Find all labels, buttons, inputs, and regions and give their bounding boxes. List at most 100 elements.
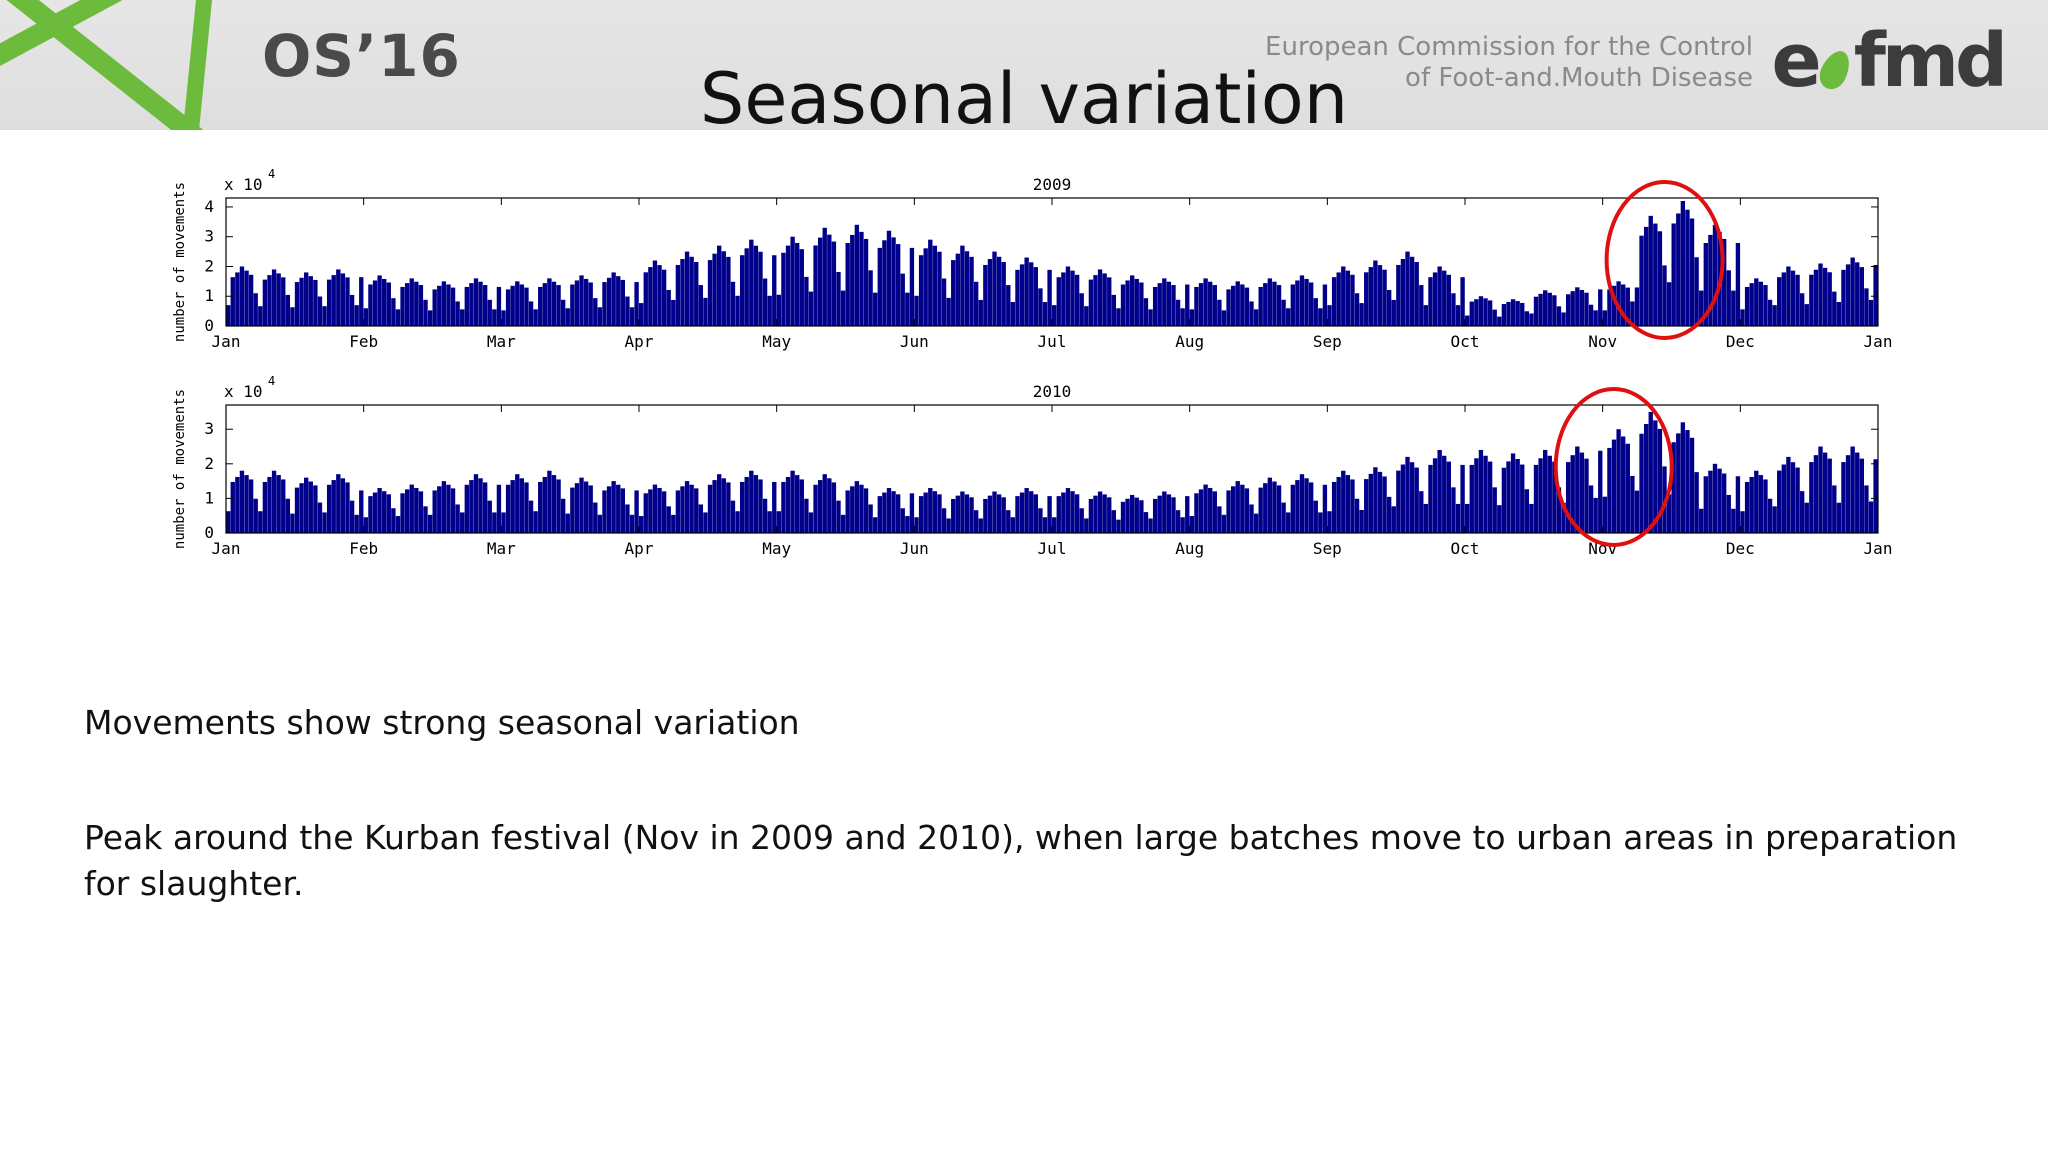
chart-bar — [418, 491, 424, 533]
chart-bar — [1240, 484, 1245, 533]
chart-bar — [1244, 287, 1250, 326]
chart-bar — [271, 269, 277, 326]
chart-bar — [735, 511, 740, 533]
x-tick-label: Mar — [487, 332, 516, 351]
chart-bar — [882, 492, 887, 533]
chart-bar — [446, 284, 451, 326]
x-tick-label: Jun — [900, 332, 929, 351]
chart-bar — [432, 289, 437, 326]
chart-bar — [400, 286, 405, 326]
chart-bar — [308, 276, 313, 326]
x-tick-label: Dec — [1726, 539, 1755, 558]
x-tick-label: Feb — [349, 332, 378, 351]
chart-bar — [391, 508, 396, 533]
chart-bar — [1763, 285, 1768, 326]
chart-bar — [1506, 301, 1511, 326]
chart-bar — [1267, 477, 1273, 533]
y-tick-label: 0 — [204, 523, 214, 542]
chart-bar — [969, 497, 974, 533]
chart-bar — [1414, 467, 1419, 533]
chart-bar — [850, 486, 855, 533]
chart-bar — [1189, 309, 1195, 326]
chart-bar — [941, 508, 947, 533]
chart-bar — [1107, 277, 1112, 326]
chart-bar — [446, 484, 451, 533]
chart-bar — [914, 517, 919, 533]
chart-bar — [1061, 272, 1066, 326]
chart-bar — [1373, 260, 1378, 326]
chart-bar — [905, 292, 910, 326]
chart-bar — [1630, 475, 1635, 533]
chart-bar — [359, 277, 364, 326]
chart-bar — [822, 474, 827, 533]
chart-bar — [1432, 458, 1438, 533]
chart-bar — [313, 279, 318, 326]
chart-bar — [753, 475, 759, 533]
chart-bar — [1304, 278, 1309, 326]
chart-bar — [698, 504, 704, 533]
chart-bar — [1419, 491, 1424, 533]
chart-bar — [1198, 489, 1204, 533]
chart-bar — [593, 298, 598, 326]
y-tick-label: 2 — [204, 256, 214, 275]
chart-bar — [304, 477, 309, 533]
chart-bar — [414, 281, 419, 326]
chart-bar — [267, 476, 272, 533]
chart-bar — [863, 488, 869, 533]
chart-bar — [1767, 299, 1773, 326]
chart-bar — [386, 282, 391, 326]
chart-bar — [652, 260, 658, 326]
chart-bar — [868, 270, 873, 326]
chart-bar — [1405, 251, 1410, 326]
chart-bar — [496, 286, 502, 326]
chart-bar — [538, 481, 543, 533]
chart-bar — [629, 307, 635, 326]
chart-bar — [1575, 287, 1580, 326]
chart-bar — [1061, 492, 1066, 533]
chart-bar — [290, 307, 295, 326]
chart-bar — [556, 285, 561, 326]
chart-bar — [1175, 510, 1181, 533]
chart-bar — [643, 272, 648, 326]
chart-bar — [781, 252, 786, 326]
y-exponent-label: x 10 — [224, 382, 263, 401]
chart-bar — [1492, 487, 1497, 533]
chart-bar — [978, 299, 983, 326]
chart-bar — [1552, 295, 1557, 326]
chart-bar — [1120, 501, 1126, 533]
chart-bar — [1208, 281, 1213, 326]
chart-bar — [281, 277, 286, 326]
chart-bar — [850, 234, 855, 326]
chart-bar — [1588, 304, 1594, 326]
chart-bar — [951, 260, 956, 326]
y-tick-label: 2 — [204, 454, 214, 473]
x-tick-label: Apr — [625, 332, 654, 351]
chart-bar — [1116, 308, 1121, 326]
chart-bar — [510, 285, 515, 326]
chart-bar — [551, 475, 557, 533]
chart-bar — [313, 485, 318, 533]
chart-bar — [1685, 430, 1690, 533]
chart-bar — [698, 285, 704, 326]
chart-bar — [597, 307, 603, 326]
chart-bar — [1533, 464, 1539, 533]
chart-bar — [1804, 502, 1809, 533]
chart-bar — [290, 513, 295, 533]
chart-bar — [804, 498, 809, 533]
chart-bar — [680, 259, 685, 326]
chart-bar — [886, 488, 892, 533]
chart-bar — [372, 492, 378, 533]
chart-bar — [1171, 497, 1176, 533]
chart-bar — [657, 265, 662, 326]
chart-bar — [1465, 315, 1470, 326]
chart-bar — [460, 512, 465, 533]
chart-bar — [340, 478, 346, 533]
chart-bar — [1019, 492, 1025, 533]
chart-bar — [1354, 498, 1360, 533]
chart-bar — [1414, 262, 1419, 326]
chart-bar — [1152, 286, 1158, 326]
chart-bar — [570, 487, 575, 533]
chart-bar — [1304, 478, 1309, 533]
chart-bar — [932, 491, 938, 533]
chart-bar — [354, 514, 359, 533]
